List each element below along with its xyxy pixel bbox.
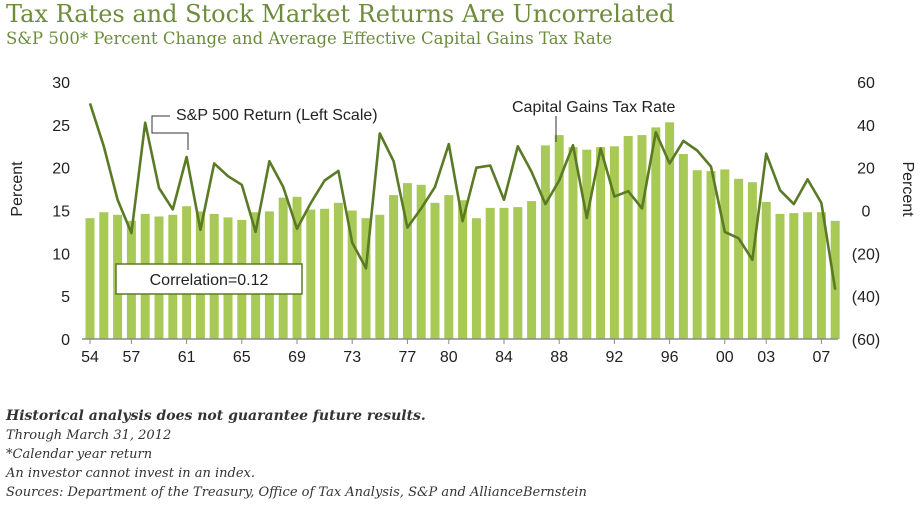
y-right-tick-label: (60): [852, 332, 880, 349]
tax-rate-bar: [678, 154, 688, 339]
y-left-tick-label: 20: [52, 161, 70, 178]
tax-rate-bar: [471, 218, 481, 339]
tax-rate-bar: [803, 212, 813, 339]
tax-rate-bar: [665, 122, 675, 339]
y-right-tick-label: (40): [852, 289, 880, 306]
tax-rate-bar: [554, 135, 564, 339]
tax-rate-bar: [416, 184, 426, 339]
index-note: An investor cannot invest in an index.: [6, 466, 256, 481]
through-date: Through March 31, 2012: [6, 428, 172, 443]
tax-rate-bar: [85, 218, 95, 339]
x-axis: 54 57 61 65 69 73 77 80 84 88 92 96 00 03 07: [81, 339, 830, 366]
tax-rate-bar: [596, 147, 606, 339]
tax-rate-bar: [99, 212, 109, 339]
tax-rate-bar: [540, 145, 550, 339]
x-tick-label: 65: [233, 349, 251, 366]
tax-rate-bar: [499, 207, 509, 339]
y-left-tick-label: 0: [61, 332, 70, 349]
tax-rate-bar: [444, 195, 454, 339]
tax-rate-bar: [816, 212, 826, 339]
tax-rate-bar: [347, 210, 357, 339]
tax-rate-bar: [637, 135, 647, 339]
y-axis-left-title: Percent: [9, 161, 26, 217]
sp500-callout: S&P 500 Return (Left Scale): [151, 107, 378, 150]
correlation-label: Correlation=0.12: [150, 272, 269, 289]
x-tick-label: 57: [123, 349, 141, 366]
tax-rate-bar: [734, 178, 744, 339]
tax-rate-bar: [375, 214, 385, 339]
tax-rate-bar: [761, 201, 771, 339]
tax-rate-bar: [333, 202, 343, 339]
tax-rate-bar: [651, 127, 661, 340]
tax-rate-bar: [706, 171, 716, 339]
y-left-tick-label: 10: [52, 246, 70, 263]
tax-rate-bar: [430, 202, 440, 339]
x-tick-label: 92: [606, 349, 624, 366]
x-tick-label: 96: [661, 349, 679, 366]
sources: Sources: Department of the Treasury, Off…: [6, 485, 587, 500]
y-axis-right-title: Percent: [899, 161, 916, 217]
y-right-tick-label: 40: [857, 118, 875, 135]
y-right-tick-label: 20: [857, 161, 875, 178]
tax-rate-bar: [458, 200, 468, 339]
tax-rate-bar: [527, 201, 537, 339]
bar-series: [85, 122, 840, 340]
combo-chart: 0 5 10 15 20 25 30 (60) (40) (20) 0 20 40 60 54 57 61 6…: [9, 75, 916, 366]
tax-rate-bar: [692, 170, 702, 339]
y-right-tick-label: 60: [857, 75, 875, 92]
tax-rate-bar: [513, 207, 523, 339]
tax-rate-bar: [789, 213, 799, 339]
y-left-tick-label: 25: [52, 118, 70, 135]
y-right-tick-label: 0: [862, 204, 871, 221]
tax-rate-bar: [720, 169, 730, 339]
correlation-box: [115, 263, 303, 295]
footnotes: Historical analysis does not guarantee f…: [6, 407, 587, 502]
correlation-callout: Correlation=0.12: [115, 263, 303, 295]
tax-rate-bar: [830, 220, 840, 339]
x-tick-label: 77: [399, 349, 417, 366]
tax-rate-bar: [568, 147, 578, 339]
y-left-tick-label: 15: [52, 204, 70, 221]
calendar-footnote: *Calendar year return: [6, 447, 153, 462]
sp500-callout-leader: [151, 115, 189, 150]
y-axis-left: 0 5 10 15 20 25 30: [52, 75, 70, 349]
tax-rate-bar: [402, 183, 412, 339]
y-right-tick-label: (20): [852, 246, 880, 263]
line-series: [88, 103, 837, 290]
chart-title: Tax Rates and Stock Market Returns Are U…: [6, 0, 675, 28]
sp500-callout-label: S&P 500 Return (Left Scale): [176, 107, 378, 124]
disclaimer: Historical analysis does not guarantee f…: [6, 408, 426, 424]
x-tick-label: 07: [813, 349, 831, 366]
tax-rate-bar: [609, 146, 619, 340]
tax-rate-bar: [320, 208, 330, 339]
x-tick-label: 03: [757, 349, 775, 366]
x-tick-label: 69: [288, 349, 306, 366]
tax-rate-callout: Capital Gains Tax Rate: [512, 99, 675, 142]
x-tick-label: 80: [440, 349, 458, 366]
x-tick-label: 54: [81, 349, 99, 366]
tax-rate-bar: [775, 213, 785, 339]
x-tick-label: 00: [716, 349, 734, 366]
x-tick-label: 84: [495, 349, 513, 366]
sp500-return-line: [88, 103, 837, 290]
x-tick-label: 73: [343, 349, 361, 366]
y-left-tick-label: 30: [52, 75, 70, 92]
x-tick-label: 88: [550, 349, 568, 366]
x-tick-label: 61: [178, 349, 196, 366]
tax-rate-callout-label: Capital Gains Tax Rate: [512, 99, 675, 116]
tax-rate-bar: [582, 149, 592, 339]
tax-rate-bar: [623, 136, 633, 339]
tax-rate-bar: [306, 209, 316, 339]
chart-subtitle: S&P 500* Percent Change and Average Effe…: [6, 29, 613, 48]
y-axis-right: (60) (40) (20) 0 20 40 60: [852, 75, 880, 349]
tax-rate-bar: [389, 195, 399, 339]
y-left-tick-label: 5: [61, 289, 70, 306]
tax-rate-bar: [361, 218, 371, 339]
tax-rate-bar: [485, 207, 495, 339]
